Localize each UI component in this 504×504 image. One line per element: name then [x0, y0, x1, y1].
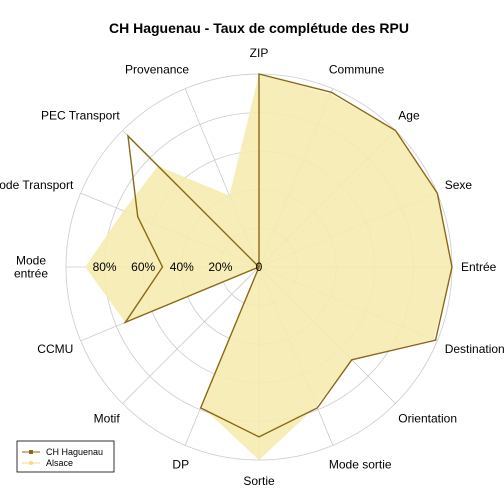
legend-item-alsace: Alsace [22, 458, 73, 468]
category-label-provenance: Provenance [125, 62, 189, 76]
category-label-commune: Commune [329, 62, 385, 76]
series-line-ch-haguenau [123, 73, 453, 438]
series-lines [123, 73, 453, 438]
tick-label: 80% [93, 260, 117, 274]
category-label-zip: ZIP [250, 46, 269, 60]
tick-label: 0 [256, 260, 263, 274]
tick-label: 60% [131, 260, 155, 274]
legend-box [16, 440, 115, 473]
category-label-motif: Motif [94, 411, 121, 425]
category-labels: ZIP Commune Age Sexe Entrée Destination Orient… [0, 46, 504, 488]
category-label-destination: Destination [445, 342, 504, 356]
category-label-orientation: Orientation [398, 411, 457, 425]
category-label-sexe: Sexe [445, 178, 473, 192]
grid-spoke [122, 266, 260, 404]
category-label-entree: Entrée [461, 260, 497, 274]
legend-item-ch-haguenau: CH Haguenau [22, 447, 103, 457]
tick-label: 40% [170, 260, 194, 274]
category-label-mode-transport: Mode Transport [0, 178, 74, 192]
series-area-alsace [85, 74, 453, 460]
radial-tick-labels: 0 20% 40% 60% 80% [93, 260, 263, 274]
series-areas [85, 74, 453, 460]
category-label-dp: DP [172, 458, 189, 472]
category-label-mode-entree: Mode entrée [14, 254, 48, 281]
legend-label: CH Haguenau [46, 447, 103, 457]
legend: CH Haguenau Alsace [16, 440, 115, 473]
category-label-mode-sortie: Mode sortie [329, 458, 392, 472]
category-label-sortie: Sortie [243, 474, 275, 488]
chart-title: CH Haguenau - Taux de complétude des RPU [109, 20, 409, 36]
category-label-ccmu: CCMU [37, 342, 73, 356]
legend-label: Alsace [46, 458, 73, 468]
category-label-pec-transport: PEC Transport [41, 109, 120, 123]
tick-label: 20% [208, 260, 232, 274]
category-label-age: Age [398, 109, 420, 123]
